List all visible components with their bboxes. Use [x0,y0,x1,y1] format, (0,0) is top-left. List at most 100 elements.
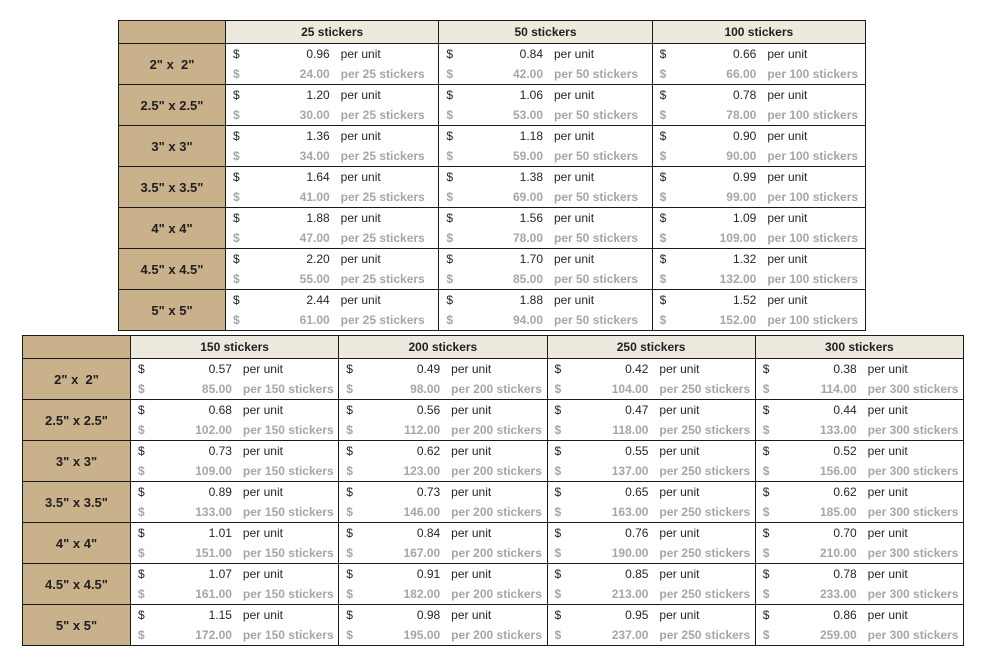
per-unit-label: per unit [554,211,595,225]
total-price-line: $156.00 per 300 stickers [756,461,963,481]
currency-symbol: $ [446,313,454,327]
size-row: 2.5" x 2.5" $0.68 per unit $102.00 per 150 s… [22,399,965,441]
total-price-value: 233.00 [819,587,857,601]
per-quantity-label: per 250 stickers [659,505,751,519]
per-quantity-label: per 250 stickers [659,628,751,642]
price-cell: $0.96 per unit $24.00 per 25 stickers [224,43,440,85]
currency-symbol: $ [659,88,667,102]
per-quantity-label: per 300 stickers [867,628,959,642]
size-row: 2.5" x 2.5" $1.20 per unit $30.00 per 25 sti… [118,84,867,126]
corner-cell [118,20,226,44]
price-cell: $1.09 per unit $109.00 per 100 stickers [651,207,867,249]
total-price-value: 237.00 [611,628,649,642]
unit-price-value: 1.09 [732,211,757,225]
per-quantity-label: per 200 stickers [451,587,542,601]
currency-symbol: $ [346,546,353,560]
total-price-line: $210.00 per 300 stickers [756,543,963,563]
unit-price-line: $1.70 per unit [439,249,651,269]
currency-symbol: $ [138,567,145,581]
per-unit-label: per unit [767,88,808,102]
currency-symbol: $ [554,608,562,622]
unit-price-value: 0.86 [833,608,857,622]
total-price-line: $185.00 per 300 stickers [756,502,963,522]
pricing-table-large-quantities: 150 stickers 200 stickers 250 stickers 300 … [22,335,965,646]
price-cell: $0.52 per unit $156.00 per 300 stickers [754,440,965,482]
total-price-value: 69.00 [512,190,543,204]
total-price-line: $109.00 per 100 stickers [653,228,865,248]
total-price-line: $34.00 per 25 stickers [226,146,438,166]
size-row: 3.5" x 3.5" $1.64 per unit $41.00 per 25 sti… [118,166,867,208]
total-price-line: $182.00 per 200 stickers [339,584,546,604]
total-price-value: 185.00 [819,505,857,519]
per-quantity-label: per 150 stickers [242,382,334,396]
price-cell: $0.84 per unit $167.00 per 200 stickers [338,522,548,564]
currency-symbol: $ [233,211,240,225]
per-unit-label: per unit [659,485,700,499]
price-cell: $1.88 per unit $94.00 per 50 stickers [438,289,653,331]
total-price-value: 123.00 [403,464,441,478]
currency-symbol: $ [762,403,770,417]
unit-price-line: $0.66 per unit [653,44,865,64]
price-cell: $0.62 per unit $123.00 per 200 stickers [338,440,548,482]
total-price-line: $163.00 per 250 stickers [548,502,755,522]
price-cell: $1.56 per unit $78.00 per 50 stickers [438,207,653,249]
currency-symbol: $ [138,464,145,478]
currency-symbol: $ [346,485,353,499]
size-label: 3" x 3" [22,440,131,482]
currency-symbol: $ [762,362,770,376]
unit-price-value: 0.68 [208,403,232,417]
quantity-header: 250 stickers [546,335,756,359]
header-row-group: 25 stickers 50 stickers 100 stickers [118,20,867,44]
total-price-line: $30.00 per 25 stickers [226,105,438,125]
size-row: 5" x 5" $2.44 per unit $61.00 per 25 sticker… [118,289,867,331]
per-quantity-label: per 100 stickers [767,149,859,163]
pricing-table-150-300: 150 stickers 200 stickers 250 stickers 300 … [22,335,965,646]
unit-price-line: $1.32 per unit [653,249,865,269]
per-quantity-label: per 300 stickers [867,505,959,519]
per-unit-label: per unit [451,444,492,458]
size-label: 4.5" x 4.5" [22,563,131,605]
unit-price-value: 0.38 [833,362,857,376]
unit-price-value: 0.91 [416,567,441,581]
unit-price-value: 0.52 [833,444,857,458]
total-price-value: 137.00 [611,464,649,478]
total-price-value: 30.00 [299,108,330,122]
unit-price-value: 0.55 [625,444,649,458]
total-price-value: 53.00 [512,108,543,122]
unit-price-value: 1.15 [208,608,232,622]
total-price-value: 114.00 [820,382,857,396]
total-price-value: 78.00 [726,108,757,122]
total-price-line: $41.00 per 25 stickers [226,187,438,207]
total-price-value: 90.00 [726,149,757,163]
total-price-value: 61.00 [299,313,330,327]
price-cell: $0.55 per unit $137.00 per 250 stickers [546,440,756,482]
size-row: 2" x 2" $0.57 per unit $85.00 per 150 sticke… [22,358,965,400]
unit-price-value: 0.62 [416,444,441,458]
currency-symbol: $ [762,567,770,581]
currency-symbol: $ [233,231,240,245]
per-unit-label: per unit [767,293,808,307]
unit-price-line: $0.56 per unit [339,400,546,420]
total-price-line: $133.00 per 300 stickers [756,420,963,440]
per-unit-label: per unit [767,170,808,184]
unit-price-line: $0.73 per unit [339,482,546,502]
currency-symbol: $ [138,403,145,417]
per-unit-label: per unit [451,403,492,417]
size-label: 4" x 4" [22,522,131,564]
per-quantity-label: per 25 stickers [340,313,425,327]
currency-symbol: $ [762,464,770,478]
unit-price-value: 1.56 [519,211,543,225]
currency-symbol: $ [554,526,562,540]
unit-price-line: $0.84 per unit [339,523,546,543]
unit-price-value: 0.73 [208,444,232,458]
currency-symbol: $ [346,444,353,458]
per-quantity-label: per 150 stickers [242,464,334,478]
quantity-header: 50 stickers [438,20,653,44]
unit-price-line: $0.95 per unit [548,605,755,625]
unit-price-line: $1.64 per unit [226,167,438,187]
unit-price-value: 0.85 [625,567,649,581]
unit-price-value: 1.18 [519,129,543,143]
currency-symbol: $ [762,485,770,499]
quantity-header: 25 stickers [224,20,440,44]
total-price-line: $118.00 per 250 stickers [548,420,755,440]
